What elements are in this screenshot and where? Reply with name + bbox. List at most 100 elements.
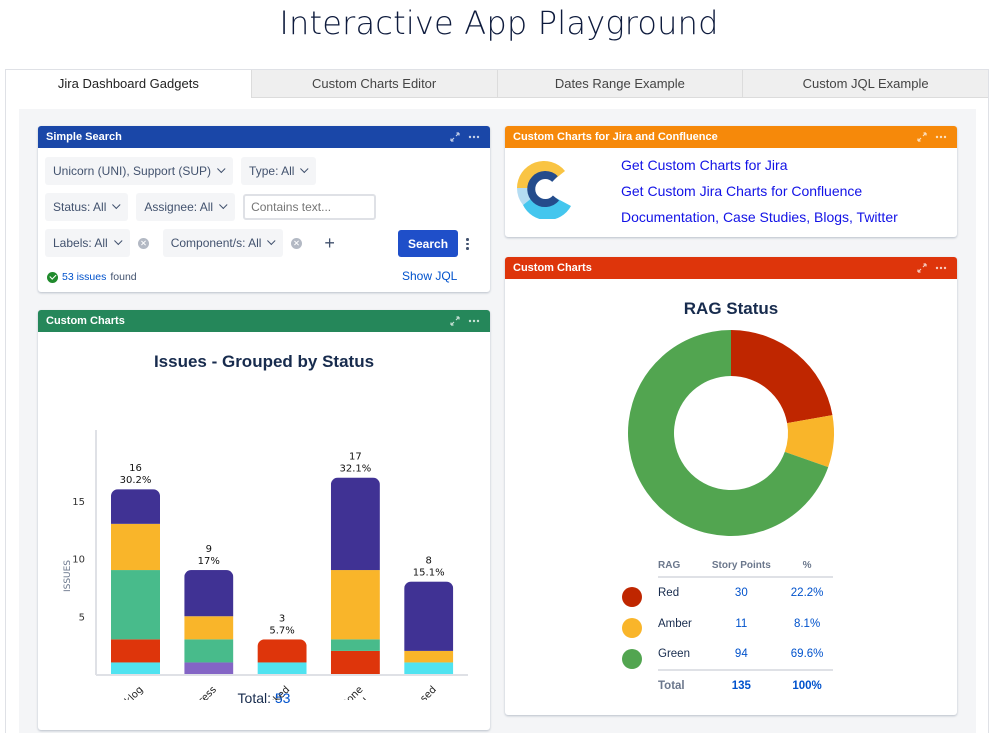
- svg-text:17%: 17%: [198, 556, 220, 567]
- gadget-title: Simple Search: [46, 131, 122, 143]
- show-jql-link[interactable]: Show JQL: [402, 269, 458, 283]
- status-select[interactable]: Status: All: [45, 193, 129, 221]
- component-select[interactable]: Component/s: All: [162, 229, 284, 257]
- donut-slice-amber[interactable]: [784, 415, 834, 468]
- bar-backlog[interactable]: [111, 489, 160, 674]
- tab-custom-charts-editor[interactable]: Custom Charts Editor: [250, 70, 497, 98]
- more-icon[interactable]: [935, 135, 947, 139]
- svg-text:15: 15: [72, 497, 85, 508]
- rag-table: RAG Story Points % Red 30 22.2% Amber 11…: [658, 555, 834, 701]
- svg-text:ISSUES: ISSUES: [63, 560, 73, 592]
- chart-title: RAG Status: [683, 299, 779, 318]
- custom-charts-links-gadget: Custom Charts for Jira and Confluence Ge…: [505, 126, 957, 237]
- chevron-down-icon: [113, 236, 123, 246]
- more-icon[interactable]: [468, 319, 480, 323]
- points-link[interactable]: 94: [734, 648, 748, 660]
- column-header: %: [780, 555, 834, 578]
- gadget-header: Simple Search: [38, 126, 490, 148]
- bar-closed[interactable]: [404, 581, 454, 674]
- gadget-header: Custom Charts: [38, 310, 490, 332]
- donut-slice-green[interactable]: [628, 330, 829, 536]
- tab-custom-jql-example[interactable]: Custom JQL Example: [742, 70, 988, 98]
- svg-text:9: 9: [206, 544, 212, 555]
- svg-text:5: 5: [79, 612, 85, 623]
- green-legend-dot: [622, 649, 642, 669]
- more-icon[interactable]: [935, 266, 947, 270]
- chevron-down-icon: [219, 200, 228, 210]
- gadget-header: Custom Charts: [505, 257, 957, 279]
- issues-found-status: 53 issues found: [47, 271, 137, 283]
- check-circle-icon: [47, 271, 58, 283]
- svg-text:16: 16: [129, 463, 142, 474]
- gadget-title: Custom Charts for Jira and Confluence: [513, 131, 718, 143]
- total-summary: Total: 53: [237, 690, 291, 706]
- page-title: Interactive App Playground: [279, 4, 719, 42]
- pct-link[interactable]: 8.1%: [793, 617, 821, 630]
- chevron-down-icon: [217, 164, 226, 174]
- custom-charts-logo: [517, 160, 571, 219]
- simple-search-gadget: Simple Search Unicorn (UNI), Support (SU…: [38, 126, 490, 292]
- donut-slice-red[interactable]: [731, 330, 833, 424]
- bar-done-resolved[interactable]: [330, 477, 380, 674]
- bar-in-progress[interactable]: [184, 570, 234, 674]
- expand-icon[interactable]: [450, 316, 460, 326]
- points-link[interactable]: 11: [735, 617, 748, 630]
- link-get-custom-charts-jira[interactable]: Get Custom Charts for Jira: [621, 157, 788, 173]
- type-select[interactable]: Type: All: [241, 157, 317, 185]
- svg-text:30.2%: 30.2%: [120, 475, 152, 486]
- column-header: RAG: [658, 555, 702, 578]
- clear-labels-icon[interactable]: [137, 237, 149, 249]
- tab-dates-range-example[interactable]: Dates Range Example: [496, 70, 743, 98]
- tab-jira-dashboard-gadgets[interactable]: Jira Dashboard Gadgets: [6, 70, 251, 98]
- total-count-link[interactable]: 53: [274, 690, 291, 706]
- red-legend-dot: [622, 587, 642, 607]
- labels-select[interactable]: Labels: All: [45, 229, 130, 257]
- donut-chart: [628, 330, 834, 536]
- pct-link[interactable]: 22.2%: [790, 587, 824, 599]
- issues-count-link[interactable]: 53 issues: [62, 271, 107, 283]
- clear-component-icon[interactable]: [291, 237, 303, 249]
- total-points-link[interactable]: 135: [701, 669, 781, 701]
- expand-icon[interactable]: [450, 132, 460, 142]
- expand-icon[interactable]: [917, 263, 927, 273]
- more-icon[interactable]: [468, 135, 480, 139]
- svg-text:32.1%: 32.1%: [340, 464, 372, 475]
- table-row: Red 30 22.2%: [658, 577, 833, 608]
- table-row: Green 94 69.6%: [658, 639, 833, 670]
- svg-text:5.7%: 5.7%: [269, 625, 294, 636]
- chart-title: Issues - Grouped by Status: [153, 352, 375, 371]
- assignee-select[interactable]: Assignee: All: [136, 193, 236, 221]
- contains-text-input[interactable]: [243, 194, 377, 220]
- project-select[interactable]: Unicorn (UNI), Support (SUP): [45, 157, 234, 185]
- svg-text:10: 10: [72, 555, 85, 566]
- chevron-down-icon: [300, 164, 309, 174]
- svg-text:17: 17: [349, 452, 362, 463]
- tab-bar: Jira Dashboard Gadgets Custom Charts Edi…: [6, 70, 988, 98]
- search-button[interactable]: Search: [398, 230, 459, 257]
- points-link[interactable]: 30: [734, 587, 748, 599]
- chevron-down-icon: [112, 200, 121, 210]
- bar-blocked[interactable]: [257, 639, 307, 674]
- svg-text:8: 8: [426, 556, 432, 567]
- chevron-down-icon: [267, 236, 276, 246]
- column-header: Story Points: [701, 555, 781, 578]
- link-get-custom-charts-confluence[interactable]: Get Custom Jira Charts for Confluence: [621, 183, 863, 199]
- table-row: Amber 11 8.1%: [658, 608, 833, 639]
- pct-link[interactable]: 69.6%: [790, 648, 824, 660]
- gadget-title: Custom Charts: [513, 262, 592, 274]
- rag-status-gadget: Custom Charts RAG Status RAG Story Point…: [505, 257, 957, 715]
- svg-text:3: 3: [279, 613, 285, 624]
- gadget-header: Custom Charts for Jira and Confluence: [505, 126, 957, 148]
- link-documentation[interactable]: Documentation, Case Studies, Blogs, Twit…: [621, 209, 898, 225]
- total-pct-link[interactable]: 100%: [780, 669, 834, 701]
- plus-icon[interactable]: +: [324, 233, 335, 253]
- tab-panel: Jira Dashboard Gadgets Custom Charts Edi…: [5, 69, 989, 733]
- total-row: Total 135 100%: [658, 669, 834, 701]
- kebab-menu-icon[interactable]: [466, 238, 469, 250]
- gadget-title: Custom Charts: [46, 315, 125, 327]
- amber-legend-dot: [622, 618, 642, 638]
- svg-text:15.1%: 15.1%: [413, 568, 445, 579]
- issues-by-status-gadget: Custom Charts Issues - Grouped by Status…: [38, 310, 490, 730]
- expand-icon[interactable]: [917, 132, 927, 142]
